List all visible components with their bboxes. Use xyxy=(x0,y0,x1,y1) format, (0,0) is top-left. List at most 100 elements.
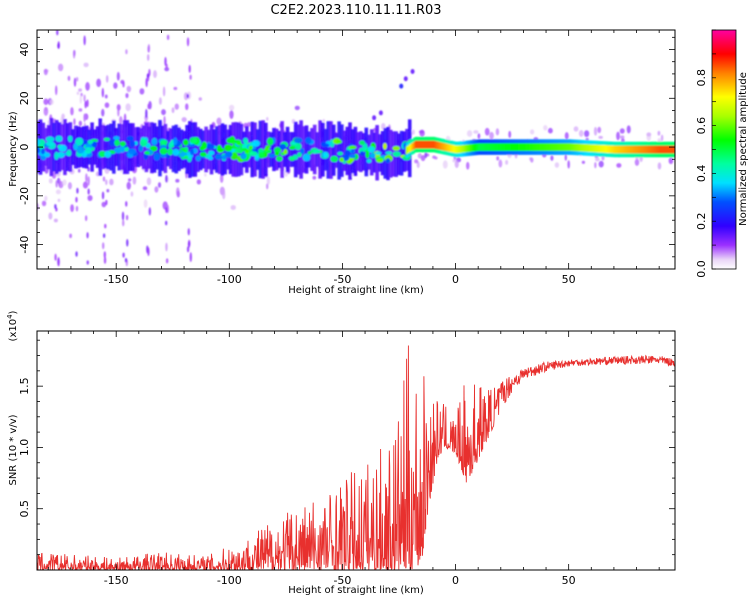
spectrogram-ridge-edge xyxy=(615,141,618,146)
spectrogram-ridge-edge xyxy=(503,139,506,144)
spectrogram-ridge-edge xyxy=(496,139,499,144)
spectrogram-band xyxy=(166,130,170,167)
spectrogram-ridge-edge xyxy=(545,150,548,155)
spectrogram-ridge-edge xyxy=(554,150,557,155)
spectrogram-ridge xyxy=(659,145,662,154)
spectrogram-ridge xyxy=(422,140,425,149)
spectrogram-ridge xyxy=(590,144,593,153)
spectrogram-ridge-edge xyxy=(561,150,564,155)
spectrogram-ridge xyxy=(662,145,665,154)
spectrogram-ridge-edge xyxy=(422,148,425,153)
spectrogram-ridge xyxy=(501,143,504,151)
spectrogram-ridge xyxy=(630,145,633,154)
spectrogram-blob xyxy=(236,142,242,146)
spectrogram-band xyxy=(307,131,312,168)
spectrogram-ridge-edge xyxy=(512,150,515,155)
spectrogram-ridge-edge xyxy=(499,139,503,144)
spectrogram-speckle xyxy=(78,108,83,112)
spectrogram-ridge-edge xyxy=(624,141,627,146)
snr-x-tick-label: -50 xyxy=(333,574,351,587)
spectrogram-ridge-edge xyxy=(414,136,418,141)
spectrogram-speckle xyxy=(67,182,72,190)
spectrogram-ridge-edge xyxy=(407,152,410,157)
spectrogram-speckle xyxy=(616,131,620,141)
spectrogram-ridge-edge xyxy=(599,152,602,157)
spectrogram-ridge xyxy=(478,143,481,151)
spectrogram-blob xyxy=(37,146,41,154)
spectrogram-speckle xyxy=(87,195,93,201)
spectrogram-band xyxy=(136,127,141,168)
colorbar-tick-label: 0.6 xyxy=(695,117,708,135)
spectrogram-speckle xyxy=(198,97,202,101)
spectrogram-speckle xyxy=(173,86,178,91)
spectrogram-speckle xyxy=(157,182,162,188)
spectrogram-blob xyxy=(114,139,120,147)
spectrogram-ridge-edge xyxy=(445,151,448,156)
spectrogram-ridge-edge xyxy=(460,141,463,146)
spectrogram-ridge xyxy=(568,143,571,151)
spectrogram-ridge-edge xyxy=(635,141,638,146)
spectrogram-ridge-edge xyxy=(463,152,466,157)
spectrogram-streak xyxy=(121,211,125,221)
spectrogram-speckle xyxy=(183,92,189,101)
spectrogram-ridge-edge xyxy=(539,139,542,144)
spectrogram-ridge-edge xyxy=(541,150,544,155)
spectrogram-ridge-edge xyxy=(458,153,461,158)
spectrogram-speckle xyxy=(594,157,600,162)
spectrogram-y-tick-label: 0 xyxy=(18,144,31,151)
spectrogram-band xyxy=(112,120,116,174)
spectrogram-blob xyxy=(114,147,123,154)
spectrogram-ridge-edge xyxy=(622,153,626,158)
spectrogram-ridge-edge xyxy=(525,139,528,144)
spectrogram-ridge-edge xyxy=(470,151,474,156)
spectrogram-ridge-edge xyxy=(507,150,510,155)
spectrogram-ridge-edge xyxy=(660,141,664,146)
figure-title: C2E2.2023.110.11.11.R03 xyxy=(270,3,441,18)
spectrogram-y-tick-label: 40 xyxy=(18,43,31,57)
spectrogram-streak xyxy=(102,176,106,182)
spectrogram-speckle xyxy=(246,122,251,127)
spectrogram-ridge-edge xyxy=(601,141,604,145)
spectrogram-ridge-edge xyxy=(555,150,559,155)
spectrogram-blob xyxy=(224,144,233,152)
spectrogram-speckle xyxy=(106,188,110,193)
spectrogram-streak xyxy=(126,238,129,247)
spectrogram-ridge xyxy=(633,145,637,154)
snr-y-label: SNR (10 * v/v) xyxy=(8,414,19,485)
spectrogram-y-tick-label: 20 xyxy=(18,91,31,105)
spectrogram-speckle xyxy=(132,176,137,185)
spectrogram-band xyxy=(177,127,181,171)
spectrogram-blob xyxy=(173,137,178,146)
spectrogram-ridge-edge xyxy=(619,153,622,158)
spectrogram-ridge xyxy=(454,145,457,154)
spectrogram-ridge-edge xyxy=(489,139,492,144)
spectrogram-speckle xyxy=(473,130,479,134)
spectrogram-ridge xyxy=(467,144,470,153)
spectrogram-blob xyxy=(382,142,387,150)
spectrogram-speckle xyxy=(646,132,652,137)
spectrogram-ridge-edge xyxy=(650,141,653,146)
spectrogram-blob xyxy=(249,151,258,157)
spectrogram-ridge-edge xyxy=(595,152,599,157)
spectrogram-ridge xyxy=(668,145,671,154)
spectrogram-ridge xyxy=(487,143,490,151)
spectrogram-ridge-edge xyxy=(588,140,591,145)
spectrogram-band xyxy=(269,132,274,167)
spectrogram-ridge-edge xyxy=(594,152,597,157)
spectrogram-ridge xyxy=(572,143,575,152)
spectrogram-streak xyxy=(101,87,105,98)
spectrogram-blob xyxy=(87,139,94,145)
spectrogram-ridge-edge xyxy=(626,141,629,146)
spectrogram-blob xyxy=(199,152,207,157)
spectrogram-ridge xyxy=(619,145,622,154)
spectrogram-band xyxy=(288,132,293,167)
spectrogram-speckle xyxy=(581,160,586,164)
spectrogram-streak xyxy=(162,86,166,97)
spectrogram-speckle xyxy=(43,98,49,105)
spectrogram-ridge-edge xyxy=(653,141,656,146)
spectrogram-blob xyxy=(159,147,168,155)
colorbar-tick-label: 0.8 xyxy=(695,69,708,87)
colorbar-tick-label: 0.4 xyxy=(695,165,708,183)
spectrogram-ridge-edge xyxy=(648,153,651,158)
spectrogram-speckle xyxy=(229,110,234,119)
